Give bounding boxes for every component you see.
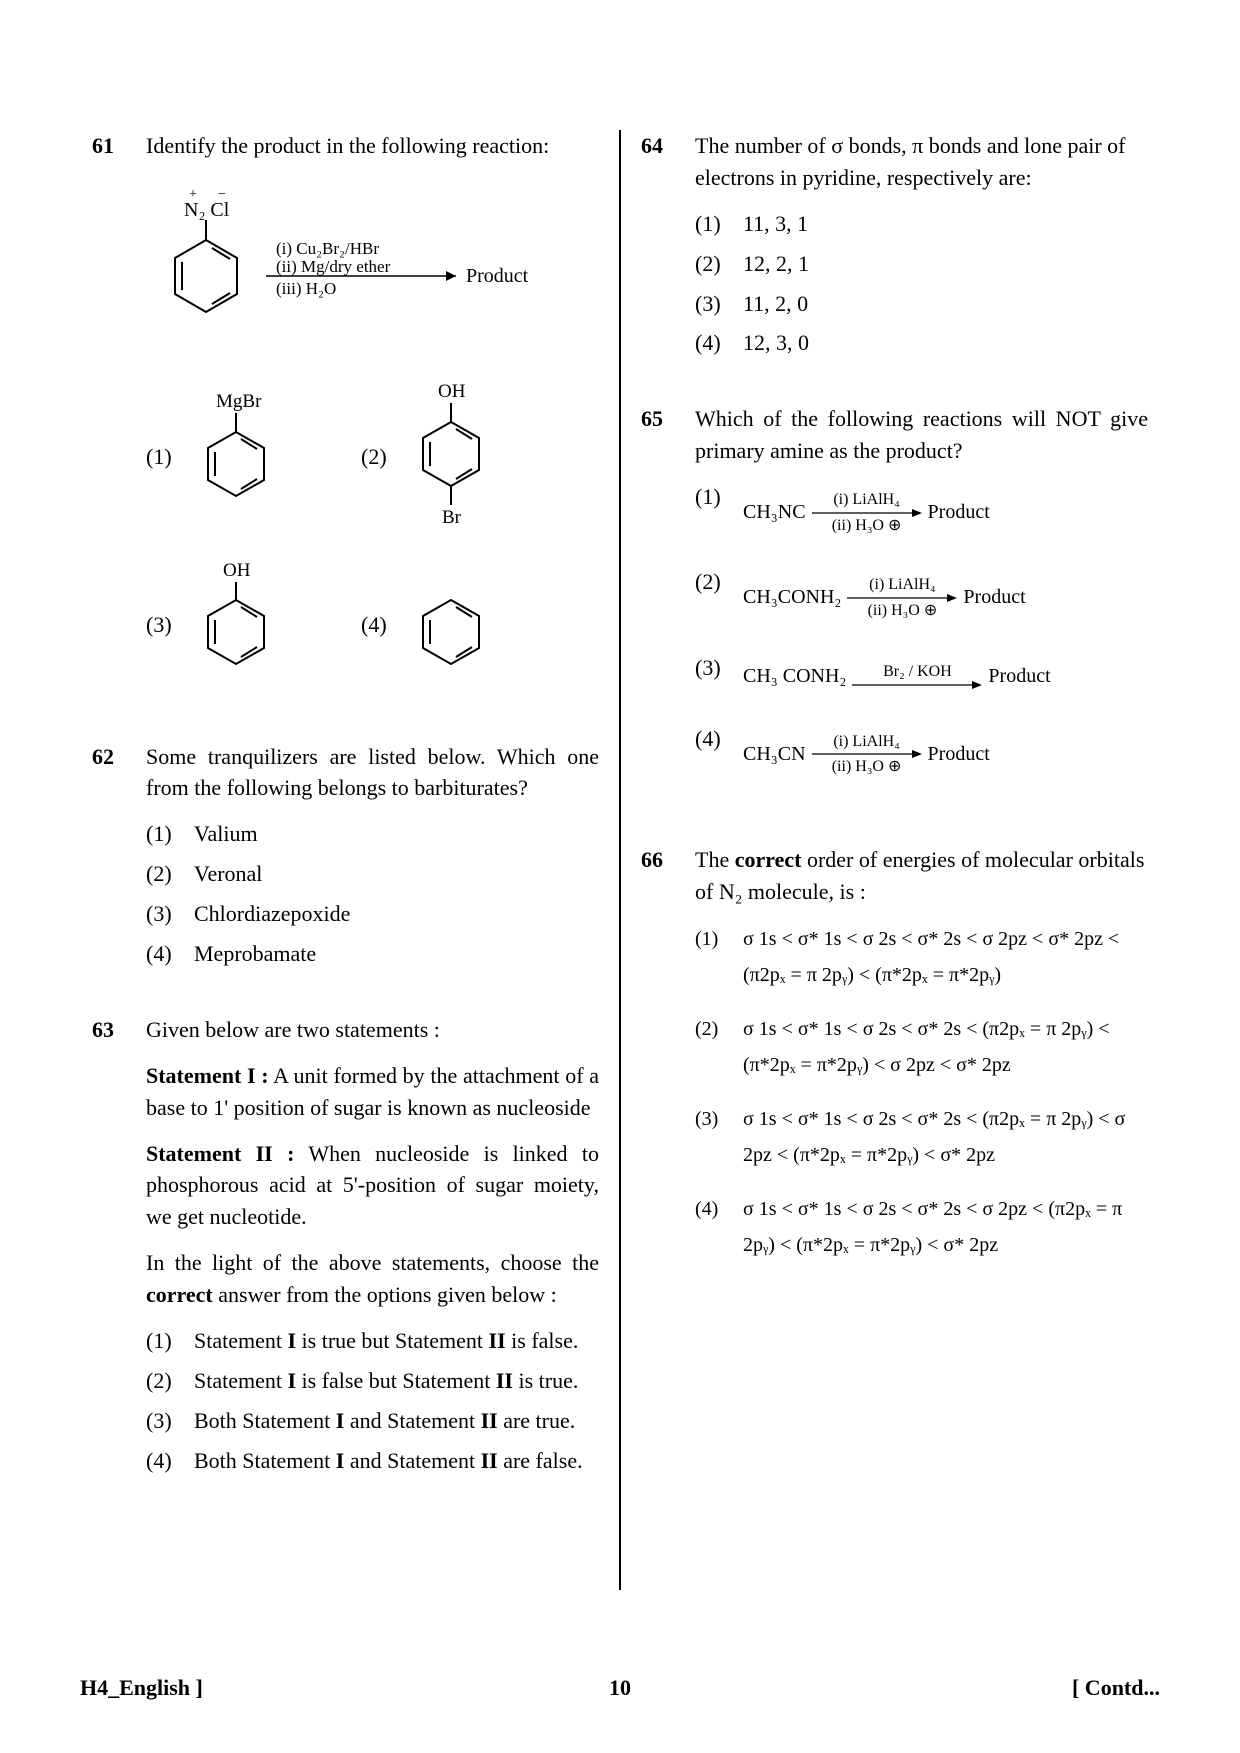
option-2: (2) CH₃CONH₂ (i) LiAlH₄ (ii) H₃O ⊕ Produ… — [695, 566, 1148, 629]
option-4: (4)12, 3, 0 — [695, 327, 1148, 359]
option-2: (2)Veronal — [146, 858, 599, 890]
opt3-label: OH — [223, 560, 251, 581]
question-63: 63 Given below are two statements : Stat… — [92, 1014, 599, 1485]
product-label: Product — [466, 265, 529, 287]
option-3: (3)11, 2, 0 — [695, 288, 1148, 320]
arrow-icon: (i) LiAlH₄ (ii) H₃O ⊕ — [812, 733, 922, 776]
right-column: 64 The number of σ bonds, π bonds and lo… — [621, 130, 1160, 1590]
q61-options-row2: (3) OH (4) — [146, 552, 599, 691]
option-4: (4)Both Statement I and Statement II are… — [146, 1445, 599, 1477]
question-body: The correct order of energies of molecul… — [695, 844, 1148, 1282]
question-body: Given below are two statements : Stateme… — [146, 1014, 599, 1485]
footer-center: 10 — [609, 1675, 631, 1701]
opt1-num: (1) — [146, 444, 172, 469]
reagent-line2: (ii) Mg/dry ether — [276, 257, 391, 276]
product: Product — [928, 740, 990, 769]
option-4: (4)Meprobamate — [146, 938, 599, 970]
reagent-line1: (i) Cu₂Br₂/HBr — [276, 239, 379, 258]
stmt2-label: Statement II : — [146, 1141, 294, 1166]
arrow-icon: (i) LiAlH₄ (ii) H₃O ⊕ — [847, 576, 957, 619]
option-3: (3)Both Statement I and Statement II are… — [146, 1405, 599, 1437]
two-column-layout: 61 Identify the product in the following… — [80, 130, 1160, 1590]
option-2: (2)Statement I is false but Statement II… — [146, 1365, 599, 1397]
question-text: Which of the following reactions will NO… — [695, 403, 1148, 467]
option-1: (1)Statement I is true but Statement II … — [146, 1325, 599, 1357]
lead-text: In the light of the above statements, ch… — [146, 1247, 599, 1311]
page-footer: H4_English ] 10 [ Contd... — [80, 1675, 1160, 1701]
question-number: 64 — [641, 130, 695, 367]
question-text: The correct order of energies of molecul… — [695, 844, 1148, 908]
reactant: CH₃ CONH₂ — [743, 662, 846, 691]
option-3: (3)Chlordiazepoxide — [146, 898, 599, 930]
option-2: (2)12, 2, 1 — [695, 248, 1148, 280]
options-list: (1)11, 3, 1 (2)12, 2, 1 (3)11, 2, 0 (4)1… — [695, 208, 1148, 360]
question-number: 66 — [641, 844, 695, 1282]
product: Product — [928, 498, 990, 527]
option-3: (3)σ 1s < σ* 1s < σ 2s < σ* 2s < (π2pₓ =… — [695, 1101, 1148, 1173]
question-61: 61 Identify the product in the following… — [92, 130, 599, 705]
minus-charge: − — [218, 187, 226, 202]
n2cl-label: N₂ Cl — [184, 199, 230, 221]
arrow-icon: Br₂ / KOH — [852, 663, 982, 689]
question-body: The number of σ bonds, π bonds and lone … — [695, 130, 1148, 367]
options-list: (1)Valium (2)Veronal (3)Chlordiazepoxide… — [146, 818, 599, 970]
question-66: 66 The correct order of energies of mole… — [641, 844, 1148, 1282]
product: Product — [988, 662, 1050, 691]
question-65: 65 Which of the following reactions will… — [641, 403, 1148, 807]
option-3: (3) CH₃ CONH₂ Br₂ / KOH Product — [695, 652, 1148, 701]
reagent-line3: (iii) H₂O — [276, 279, 336, 298]
option-4: (4) CH₃CN (i) LiAlH₄ (ii) H₃O ⊕ Product — [695, 723, 1148, 786]
q61-options-row1: (1) MgBr (2) — [146, 369, 599, 538]
question-text: Some tranquilizers are listed below. Whi… — [146, 741, 599, 805]
question-64: 64 The number of σ bonds, π bonds and lo… — [641, 130, 1148, 367]
option-1: (1) CH₃NC (i) LiAlH₄ (ii) H₃O ⊕ Product — [695, 481, 1148, 544]
product: Product — [963, 583, 1025, 612]
plus-charge: + — [189, 187, 197, 202]
question-number: 65 — [641, 403, 695, 807]
arrow-icon: (i) LiAlH₄ (ii) H₃O ⊕ — [812, 491, 922, 534]
statement-1: Statement I : A unit formed by the attac… — [146, 1060, 599, 1124]
options-list: (1) CH₃NC (i) LiAlH₄ (ii) H₃O ⊕ Product — [695, 481, 1148, 786]
option-4: (4)σ 1s < σ* 1s < σ 2s < σ* 2s < σ 2pz <… — [695, 1191, 1148, 1263]
opt3-num: (3) — [146, 612, 172, 637]
option-1: (1)σ 1s < σ* 1s < σ 2s < σ* 2s < σ 2pz <… — [695, 921, 1148, 993]
options-list: (1)σ 1s < σ* 1s < σ 2s < σ* 2s < σ 2pz <… — [695, 921, 1148, 1263]
opt4-num: (4) — [361, 612, 387, 637]
opt1-label: MgBr — [216, 391, 262, 412]
stmt1-label: Statement I : — [146, 1063, 269, 1088]
reaction-scheme: N₂ Cl + − (i) Cu₂Br₂/HBr (ii) Mg/dry eth… — [146, 176, 599, 355]
opt2-bot: Br — [442, 507, 462, 528]
reactant: CH₃NC — [743, 498, 806, 527]
question-body: Identify the product in the following re… — [146, 130, 599, 705]
question-body: Which of the following reactions will NO… — [695, 403, 1148, 807]
left-column: 61 Identify the product in the following… — [80, 130, 621, 1590]
options-list: (1)Statement I is true but Statement II … — [146, 1325, 599, 1477]
diazonium-reaction-svg: N₂ Cl + − (i) Cu₂Br₂/HBr (ii) Mg/dry eth… — [146, 176, 566, 346]
option-1: (1)11, 3, 1 — [695, 208, 1148, 240]
option-1: (1)Valium — [146, 818, 599, 850]
statement-2: Statement II : When nucleoside is linked… — [146, 1138, 599, 1234]
footer-left: H4_English ] — [80, 1675, 203, 1701]
footer-right: [ Contd... — [1072, 1675, 1160, 1701]
opt2-num: (2) — [361, 444, 387, 469]
reactant: CH₃CONH₂ — [743, 583, 841, 612]
question-text: Identify the product in the following re… — [146, 130, 599, 162]
question-number: 62 — [92, 741, 146, 978]
option-2: (2)σ 1s < σ* 1s < σ 2s < σ* 2s < (π2pₓ =… — [695, 1011, 1148, 1083]
opt2-top: OH — [438, 381, 466, 402]
question-62: 62 Some tranquilizers are listed below. … — [92, 741, 599, 978]
question-number: 61 — [92, 130, 146, 705]
question-number: 63 — [92, 1014, 146, 1485]
question-text: The number of σ bonds, π bonds and lone … — [695, 130, 1148, 194]
reactant: CH₃CN — [743, 740, 806, 769]
question-body: Some tranquilizers are listed below. Whi… — [146, 741, 599, 978]
question-intro: Given below are two statements : — [146, 1014, 599, 1046]
